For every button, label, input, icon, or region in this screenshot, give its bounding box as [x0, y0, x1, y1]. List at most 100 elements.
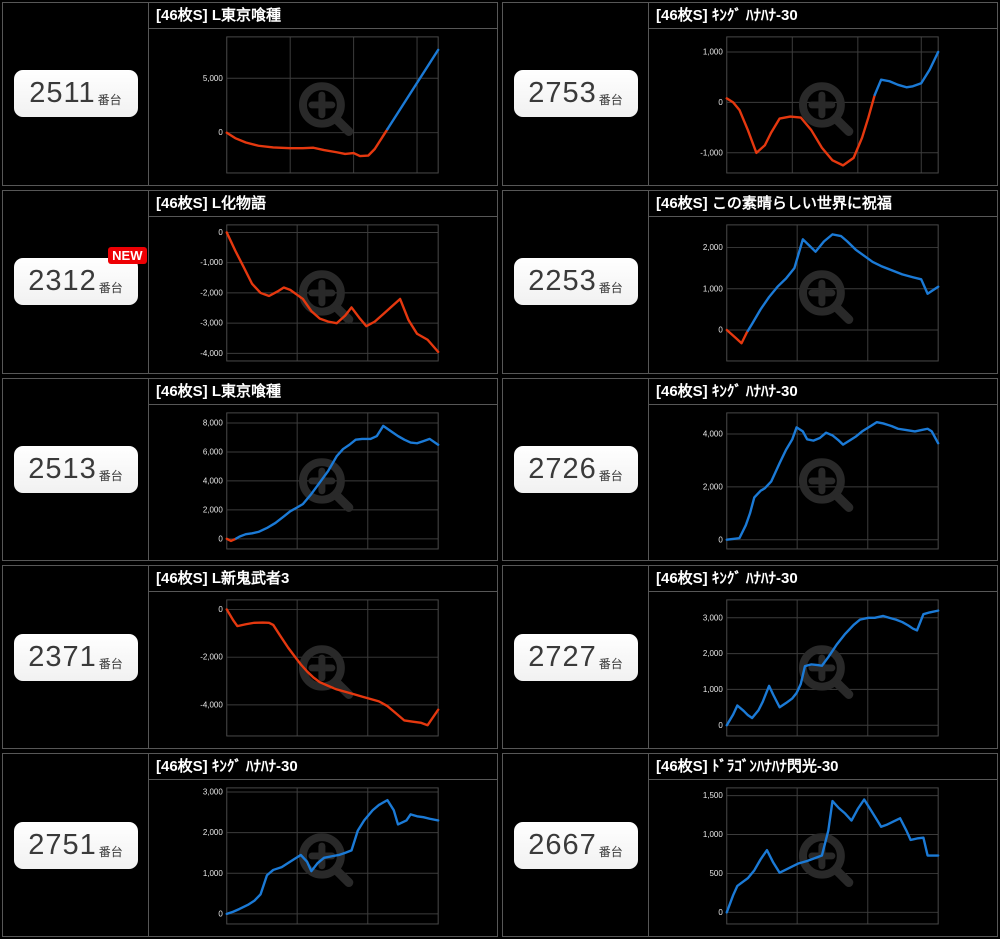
machine-number-badge: 2511 番台 — [13, 70, 138, 118]
chart-cell: [46枚S] ｷﾝｸﾞ ﾊﾅﾊﾅ-30 3,000 2,000 1,000 0 — [649, 566, 997, 748]
zoom-in-icon — [298, 645, 354, 700]
slump-line — [225, 799, 440, 916]
machine-number: 2253 — [528, 265, 597, 298]
chart-title: [46枚S] ｷﾝｸﾞ ﾊﾅﾊﾅ-30 — [649, 566, 997, 593]
machine-number-badge: 2667 番台 — [513, 821, 638, 869]
machine-number-cell: 2253 番台 — [503, 190, 649, 373]
y-axis-tick-label: 8,000 — [203, 418, 224, 427]
y-axis-tick-label: 2,000 — [203, 505, 224, 514]
y-axis-tick-label: 0 — [718, 908, 723, 917]
slump-graph-svg: 3,000 2,000 1,000 0 — [703, 599, 940, 737]
zoom-in-icon — [298, 270, 354, 324]
y-axis-tick-label: 5,000 — [203, 74, 224, 83]
machine-number-cell: 2751 番台 — [3, 754, 149, 936]
machine-number-suffix: 番台 — [97, 93, 122, 108]
machine-number-suffix: 番台 — [98, 656, 123, 671]
chart-cell: [46枚S] ｷﾝｸﾞ ﾊﾅﾊﾅ-30 3,000 2,000 1,000 0 — [149, 754, 497, 936]
slump-graph[interactable]: 1,500 1,000 500 0 — [649, 780, 997, 936]
machine-number-cell: 2513 番台 — [3, 378, 149, 561]
zoom-in-icon — [298, 833, 354, 888]
slump-line — [225, 231, 440, 353]
y-axis-tick-label: 0 — [718, 535, 723, 544]
slump-graph-svg: 1,000 0 -1,000 — [700, 36, 940, 174]
y-axis-tick-label: 4,000 — [703, 429, 724, 438]
slump-graph[interactable]: 4,000 2,000 0 — [649, 405, 997, 561]
chart-title: [46枚S] L新鬼武者3 — [149, 566, 497, 593]
y-axis-tick-label: -1,000 — [700, 148, 723, 157]
chart-title: [46枚S] この素晴らしい世界に祝福 — [649, 191, 997, 217]
y-axis-tick-label: 3,000 — [203, 788, 224, 797]
machine-number-badge: 2513 番台 — [13, 445, 138, 493]
slump-line — [725, 798, 940, 914]
slump-graph[interactable]: 0 -2,000 -4,000 — [149, 592, 497, 748]
chart-cell: [46枚S] ｷﾝｸﾞ ﾊﾅﾊﾅ-30 4,000 2,000 0 — [649, 379, 997, 561]
y-axis-tick-label: 0 — [218, 605, 223, 614]
slump-graph-svg: 3,000 2,000 1,000 0 — [203, 787, 440, 925]
slump-line — [746, 232, 940, 332]
y-axis-tick-label: 0 — [218, 534, 223, 543]
machine-panel: 2727 番台 [46枚S] ｷﾝｸﾞ ﾊﾅﾊﾅ-30 3,000 2,000 1,… — [502, 565, 998, 750]
chart-title: [46枚S] L化物語 — [149, 191, 497, 217]
chart-title: [46枚S] ﾄﾞﾗｺﾞﾝﾊﾅﾊﾅ閃光-30 — [649, 754, 997, 781]
machine-number-suffix: 番台 — [98, 844, 123, 859]
chart-cell: [46枚S] ﾄﾞﾗｺﾞﾝﾊﾅﾊﾅ閃光-30 1,500 1,000 500 0 — [649, 754, 997, 936]
zoom-in-icon — [798, 270, 854, 324]
zoom-in-icon — [798, 82, 854, 136]
slump-line — [725, 93, 876, 167]
machine-number: 2371 — [28, 640, 97, 673]
y-axis-tick-label: 1,000 — [703, 284, 724, 293]
chart-cell: [46枚S] ｷﾝｸﾞ ﾊﾅﾊﾅ-30 1,000 0 -1,000 — [649, 3, 997, 185]
slump-graph[interactable]: 8,000 6,000 4,000 2,000 0 — [149, 405, 497, 561]
slump-line — [386, 48, 440, 131]
y-axis-tick-label: 2,000 — [703, 650, 724, 659]
machine-panel: 2513 番台 [46枚S] L東京喰種 8,000 6,000 4,000 2,00… — [2, 377, 498, 562]
slump-graph[interactable]: 5,000 0 — [149, 29, 497, 185]
machine-number-badge: 2727 番台 — [513, 633, 638, 681]
y-axis-tick-label: 6,000 — [203, 447, 224, 456]
y-axis-tick-label: 2,000 — [703, 482, 724, 491]
machine-number-suffix: 番台 — [98, 468, 123, 483]
machine-panel: NEW 2312 番台 [46枚S] L化物語 0 -1,000 -2,000 -3,… — [2, 189, 498, 374]
y-axis-tick-label: 0 — [218, 128, 223, 137]
chart-title: [46枚S] L東京喰種 — [149, 379, 497, 405]
chart-cell: [46枚S] この素晴らしい世界に祝福 2,000 1,000 0 — [649, 191, 997, 373]
machine-number-cell: 2667 番台 — [503, 754, 649, 936]
y-axis-tick-label: 0 — [718, 721, 723, 730]
machine-number-suffix: 番台 — [598, 844, 623, 859]
chart-title: [46枚S] ｷﾝｸﾞ ﾊﾅﾊﾅ-30 — [149, 754, 497, 781]
slump-graph[interactable]: 1,000 0 -1,000 — [649, 29, 997, 185]
machine-panel: 2667 番台 [46枚S] ﾄﾞﾗｺﾞﾝﾊﾅﾊﾅ閃光-30 1,500 1,00… — [502, 753, 998, 937]
machine-panel: 2253 番台 [46枚S] この素晴らしい世界に祝福 2,000 1,000 0 — [502, 189, 998, 374]
y-axis-tick-label: 2,000 — [703, 243, 724, 252]
slump-line — [725, 328, 750, 345]
slump-line — [225, 128, 389, 158]
machine-number-badge: 2753 番台 — [513, 70, 638, 118]
y-axis-tick-label: 3,000 — [703, 614, 724, 623]
machine-number-cell: NEW 2312 番台 — [3, 190, 149, 373]
machine-number-cell: 2726 番台 — [503, 378, 649, 561]
machine-panel: 2726 番台 [46枚S] ｷﾝｸﾞ ﾊﾅﾊﾅ-30 4,000 2,000 0 — [502, 377, 998, 562]
machine-number-badge: 2726 番台 — [513, 445, 638, 493]
slump-graph[interactable]: 3,000 2,000 1,000 0 — [649, 592, 997, 748]
y-axis-tick-label: 0 — [718, 98, 723, 107]
slump-graph[interactable]: 3,000 2,000 1,000 0 — [149, 780, 497, 936]
y-axis-tick-label: 2,000 — [203, 828, 224, 837]
slump-graph-svg: 4,000 2,000 0 — [703, 411, 940, 550]
machine-number-suffix: 番台 — [598, 656, 623, 671]
slump-graph-svg: 8,000 6,000 4,000 2,000 0 — [203, 411, 440, 550]
y-axis-tick-label: -4,000 — [200, 701, 223, 710]
chart-title: [46枚S] ｷﾝｸﾞ ﾊﾅﾊﾅ-30 — [649, 3, 997, 29]
chart-title: [46枚S] ｷﾝｸﾞ ﾊﾅﾊﾅ-30 — [649, 379, 997, 405]
machine-number-cell: 2727 番台 — [503, 566, 649, 749]
y-axis-tick-label: 1,000 — [703, 48, 724, 57]
y-axis-tick-label: -2,000 — [200, 288, 223, 297]
machine-number: 2667 — [528, 828, 597, 861]
machine-panel: 2753 番台 [46枚S] ｷﾝｸﾞ ﾊﾅﾊﾅ-30 1,000 0 -1,000 — [502, 2, 998, 186]
slump-graph[interactable]: 2,000 1,000 0 — [649, 217, 997, 373]
slump-graph-svg: 0 -2,000 -4,000 — [200, 599, 440, 737]
zoom-in-icon — [798, 645, 854, 700]
zoom-in-icon — [298, 82, 354, 136]
chart-cell: [46枚S] L化物語 0 -1,000 -2,000 -3,000 -4,000 — [149, 191, 497, 373]
slump-graph[interactable]: 0 -1,000 -2,000 -3,000 -4,000 — [149, 217, 497, 373]
y-axis-tick-label: 4,000 — [203, 476, 224, 485]
